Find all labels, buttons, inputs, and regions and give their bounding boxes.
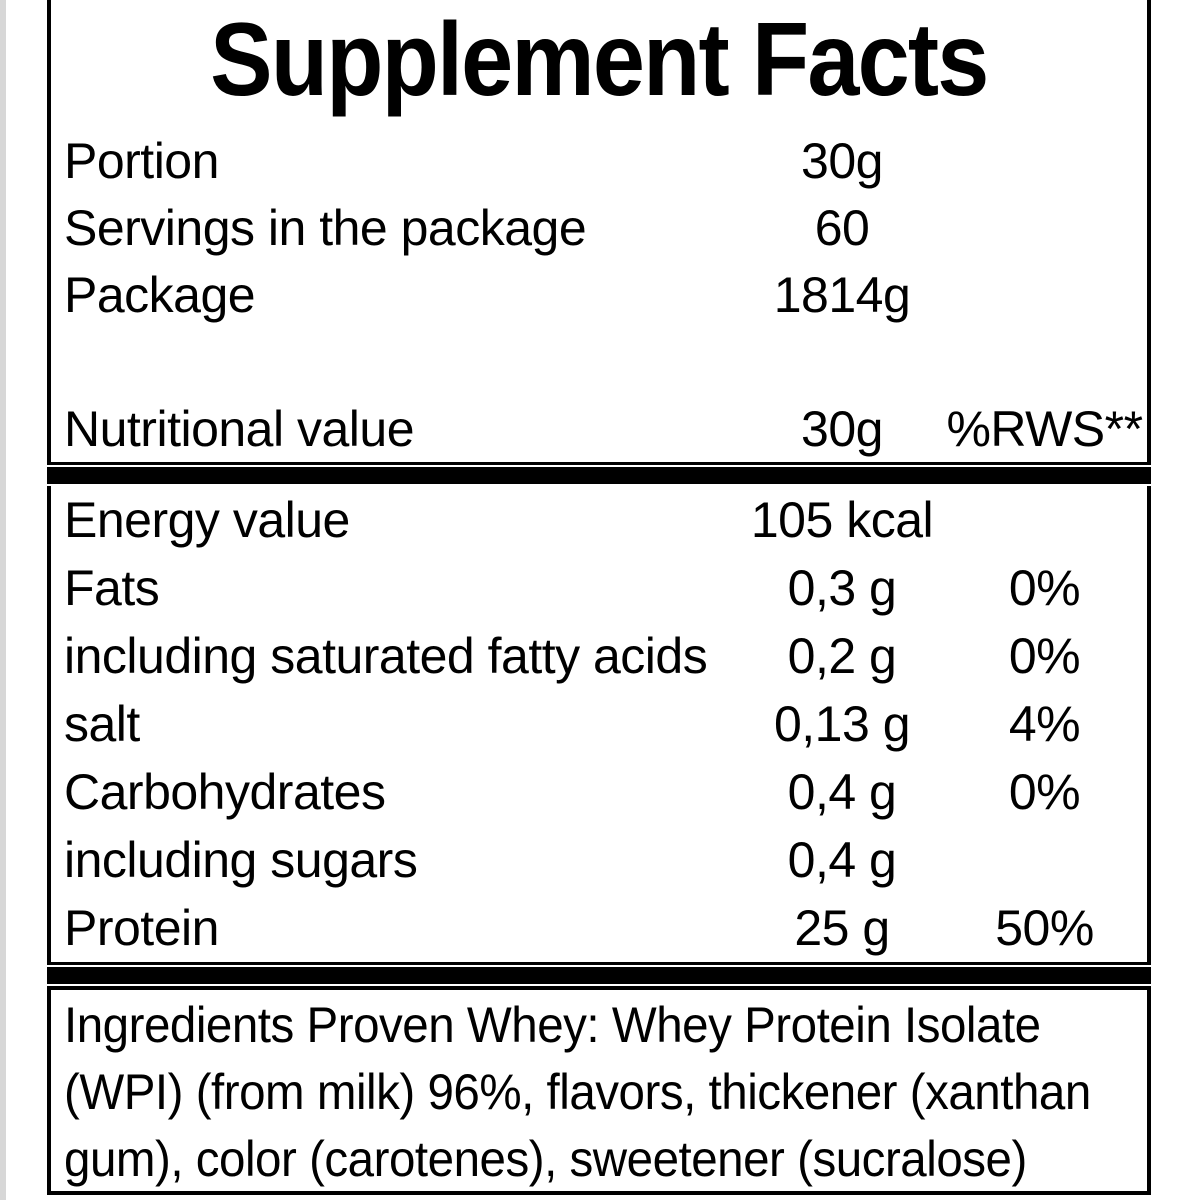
row-value: 1814g: [773, 267, 911, 323]
nutrient-row-saturated-fats: including saturated fatty acids 0,2 g 0%: [51, 622, 1147, 690]
nutrient-name: Fats: [64, 560, 160, 616]
nutrient-amount: 0,13 g: [773, 696, 911, 752]
nutrient-amount: 25 g: [794, 900, 890, 956]
nutrition-header-label: Nutritional value: [64, 401, 415, 457]
row-value: 60: [814, 200, 870, 256]
nutrient-rws: 0%: [1008, 628, 1081, 684]
page-left-edge: [0, 0, 6, 1200]
nutrient-row-energy: Energy value 105 kcal: [51, 486, 1147, 554]
nutrition-header-rws: %RWS**: [946, 401, 1143, 457]
row-label: Servings in the package: [64, 200, 587, 256]
nutrient-amount: 0,4 g: [787, 832, 897, 888]
nutrition-header-row: Nutritional value 30g %RWS**: [51, 396, 1147, 463]
header-section: Supplement Facts Portion 30g Servings in…: [47, 0, 1151, 465]
ingredients-line-3: gum), color (carotenes), sweetener (sucr…: [64, 1131, 1027, 1187]
thick-divider-bottom: [47, 967, 1151, 984]
label-title-text: Supplement Facts: [210, 2, 989, 118]
nutrient-row-protein: Protein 25 g 50%: [51, 894, 1147, 962]
nutrient-amount: 0,4 g: [787, 764, 897, 820]
nutrient-rws: 0%: [1008, 560, 1081, 616]
nutrient-amount: 0,2 g: [787, 628, 897, 684]
nutrient-name: including saturated fatty acids: [64, 628, 708, 684]
package-info-row-servings: Servings in the package 60: [51, 195, 1147, 262]
nutrient-name: Carbohydrates: [64, 764, 386, 820]
nutrient-row-salt: salt 0,13 g 4%: [51, 690, 1147, 758]
row-label: Package: [64, 267, 256, 323]
nutrient-name: Protein: [64, 900, 219, 956]
label-title: Supplement Facts: [51, 0, 1147, 128]
supplement-facts-label: Supplement Facts Portion 30g Servings in…: [47, 0, 1151, 1195]
nutrient-name: including sugars: [64, 832, 418, 888]
ingredients-section: Ingredients Proven Whey: Whey Protein Is…: [47, 986, 1151, 1195]
nutrients-section: Energy value 105 kcal Fats 0,3 g 0% incl…: [47, 486, 1151, 965]
ingredients-line-1: Ingredients Proven Whey: Whey Protein Is…: [64, 997, 1041, 1053]
package-info-row-portion: Portion 30g: [51, 128, 1147, 195]
row-value: 30g: [801, 133, 883, 189]
thick-divider-top: [47, 467, 1151, 484]
row-label: Portion: [64, 133, 219, 189]
nutrient-row-sugars: including sugars 0,4 g: [51, 826, 1147, 894]
nutrient-name: Energy value: [64, 492, 350, 548]
nutrient-amount: 105 kcal: [750, 492, 934, 548]
spacer-row: [51, 329, 1147, 396]
nutrient-row-fats: Fats 0,3 g 0%: [51, 554, 1147, 622]
nutrient-rws: 50%: [995, 900, 1094, 956]
nutrient-row-carbohydrates: Carbohydrates 0,4 g 0%: [51, 758, 1147, 826]
nutrient-name: salt: [64, 696, 140, 752]
package-info-row-package: Package 1814g: [51, 262, 1147, 329]
nutrition-header-amount: 30g: [801, 401, 883, 457]
nutrient-rws: 0%: [1008, 764, 1081, 820]
ingredients-line-2: (WPI) (from milk) 96%, flavors, thickene…: [64, 1064, 1091, 1120]
nutrient-amount: 0,3 g: [787, 560, 897, 616]
nutrient-rws: 4%: [1008, 696, 1081, 752]
